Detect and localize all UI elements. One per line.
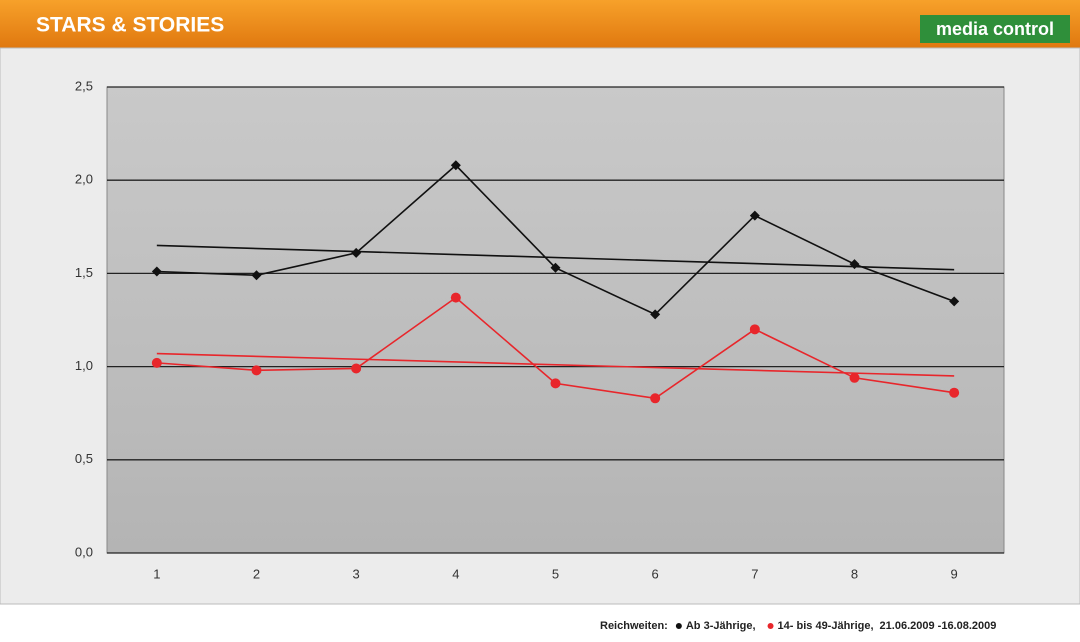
trend-line (156, 352, 955, 377)
x-tick-label: 7 (751, 566, 758, 581)
logo-box (920, 15, 1070, 43)
point (550, 378, 561, 389)
point (849, 372, 860, 383)
x-tick-label: 4 (452, 566, 459, 581)
point (251, 365, 262, 376)
point (749, 324, 760, 335)
trend-line (156, 244, 955, 271)
y-tick-label: 2,5 (75, 78, 93, 93)
legend: Reichweiten: Ab 3-Jährige, 14- bis 49-Jähr… (600, 620, 996, 632)
y-tick-label: 1,0 (75, 358, 93, 373)
point (450, 160, 461, 171)
point (650, 309, 661, 320)
legend-marker (767, 623, 774, 629)
y-tick-label: 2,0 (75, 172, 93, 187)
x-tick-label: 1 (153, 566, 160, 581)
y-tick-label: 1,5 (75, 265, 93, 280)
point (351, 247, 362, 258)
point (949, 296, 960, 307)
date-range: 21.06.2009 -16.08.2009 (880, 620, 997, 632)
point (251, 270, 262, 281)
x-tick-label: 5 (552, 566, 559, 581)
point (450, 292, 461, 303)
y-tick-label: 0,0 (75, 544, 93, 559)
point (749, 210, 760, 221)
point (550, 262, 561, 273)
header-bar (0, 0, 1080, 48)
x-tick-label: 8 (851, 566, 858, 581)
y-tick-label: 0,5 (75, 451, 93, 466)
point (351, 363, 362, 374)
point (949, 387, 960, 398)
x-tick-label: 3 (353, 566, 360, 581)
legend-label: Ab 3-Jährige, (686, 620, 756, 632)
point (650, 393, 661, 404)
point (151, 266, 162, 277)
logo: media control (936, 19, 1054, 39)
legend-prefix: Reichweiten: (600, 620, 668, 632)
legend-marker (675, 623, 682, 629)
x-tick-label: 9 (951, 566, 958, 581)
plot-area (106, 86, 1005, 554)
legend-label: 14- bis 49-Jährige, (778, 620, 874, 632)
x-tick-label: 6 (652, 566, 659, 581)
point (151, 357, 162, 368)
x-tick-label: 2 (253, 566, 260, 581)
point (849, 259, 860, 270)
chart-title: STARS & STORIES (36, 14, 224, 37)
